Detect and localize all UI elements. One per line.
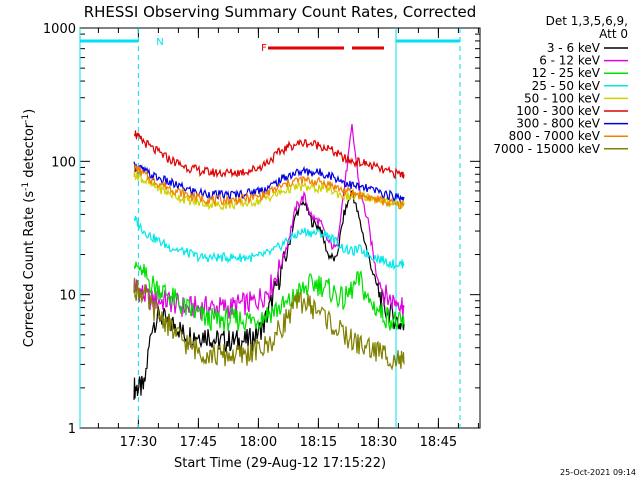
legend-label: 800 - 7000 keV — [509, 129, 601, 143]
y-tick-label: 1 — [68, 422, 76, 437]
footer-timestamp: 25-Oct-2021 09:14 — [560, 468, 636, 477]
y-axis-label-part2: detector — [22, 122, 37, 182]
flag-lines — [79, 28, 461, 428]
chart-title: RHESSI Observing Summary Count Rates, Co… — [84, 3, 477, 21]
x-tick-label: 18:00 — [240, 435, 277, 450]
series-line-6 — [133, 130, 405, 180]
x-tick-label: 18:45 — [420, 435, 457, 450]
y-tick-label: 100 — [51, 155, 76, 170]
y-axis-label-sup2: -1 — [21, 114, 31, 123]
y-tick-label: 10 — [59, 289, 76, 304]
axes: 1 10 100 1000 17:30 17:45 18:00 18:15 18:30 18:45 — [43, 22, 481, 450]
series-line-4 — [133, 215, 405, 271]
legend-header-detectors: Det 1,3,5,6,9, — [546, 14, 628, 28]
series-line-9 — [133, 277, 405, 371]
legend-label: 25 - 50 keV — [532, 79, 601, 93]
y-axis-label-part3: ) — [22, 109, 37, 114]
series-line-5 — [133, 170, 405, 211]
x-axis-label: Start Time (29-Aug-12 17:15:22) — [174, 456, 386, 471]
legend-label: 50 - 100 keV — [524, 91, 601, 105]
series-line-3 — [133, 261, 405, 332]
y-tick-label: 1000 — [43, 22, 76, 37]
y-axis-label-sup1: -1 — [21, 182, 31, 191]
y-axis-label-part1: Corrected Count Rate (s — [22, 191, 37, 348]
plot-frame — [79, 27, 481, 429]
legend-header-attenuator: Att 0 — [599, 27, 628, 41]
x-tick-label: 17:30 — [120, 435, 157, 450]
x-tick-label: 17:45 — [180, 435, 217, 450]
legend-label: 300 - 800 keV — [516, 117, 600, 131]
night-marker-label: N — [156, 37, 163, 48]
flare-marker-label: F — [261, 43, 267, 54]
series-lines — [133, 124, 405, 400]
legend-label: 7000 - 15000 keV — [493, 142, 600, 156]
legend-label: 6 - 12 keV — [539, 54, 601, 68]
legend-label: 12 - 25 keV — [532, 66, 601, 80]
x-tick-label: 18:30 — [360, 435, 397, 450]
y-axis-label: Corrected Count Rate (s-1 detector-1) — [21, 109, 37, 347]
series-line-8 — [133, 164, 405, 210]
series-line-7 — [133, 161, 405, 203]
legend-label: 3 - 6 keV — [547, 41, 601, 55]
x-tick-label: 18:15 — [300, 435, 337, 450]
legend-label: 100 - 300 keV — [516, 104, 600, 118]
